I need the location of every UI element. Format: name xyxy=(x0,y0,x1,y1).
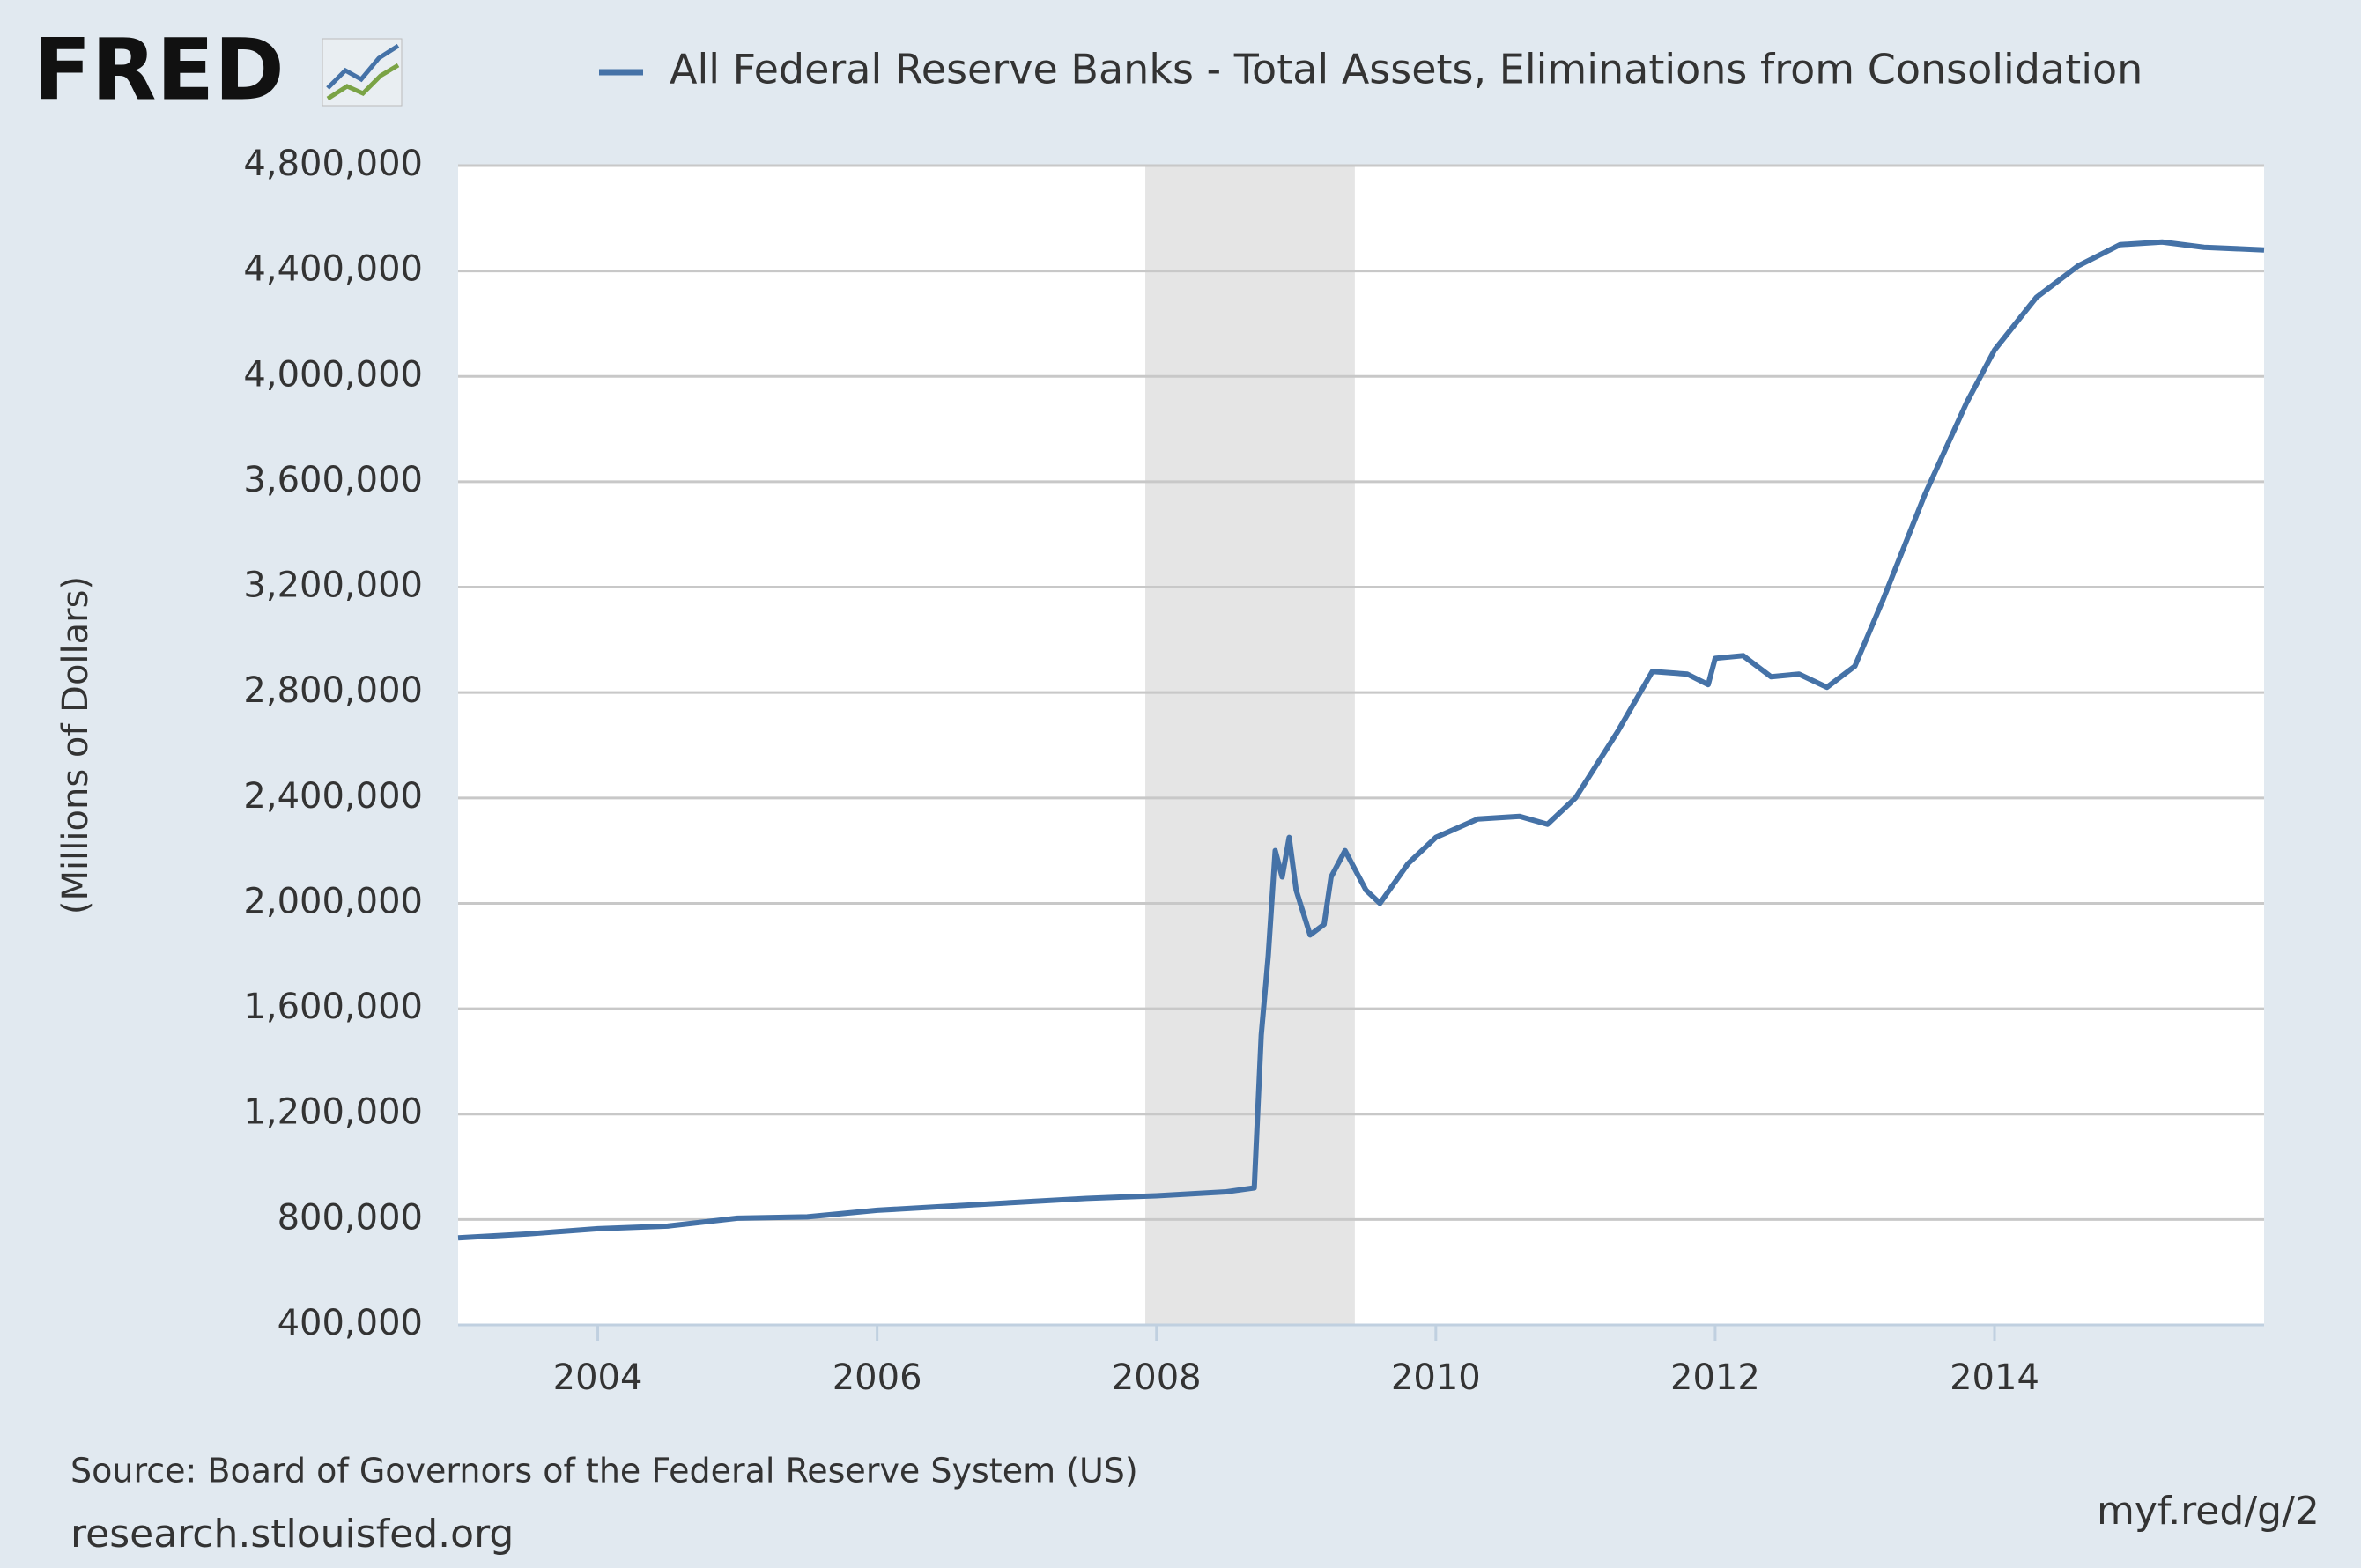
logo: FRED xyxy=(33,20,285,119)
y-tick-label: 4,400,000 xyxy=(243,249,423,290)
short-url: myf.red/g/2 xyxy=(2097,1489,2320,1534)
y-tick-label: 1,200,000 xyxy=(243,1092,423,1133)
x-tick-label: 2004 xyxy=(553,1357,643,1398)
y-tick-label: 3,200,000 xyxy=(243,566,423,606)
y-tick-label: 4,800,000 xyxy=(243,144,423,184)
y-tick-label: 2,400,000 xyxy=(243,776,423,817)
x-tick-label: 2014 xyxy=(1950,1357,2039,1398)
plot-area xyxy=(458,166,2264,1325)
y-tick-label: 2,000,000 xyxy=(243,881,423,921)
url: research.stlouisfed.org xyxy=(70,1512,514,1557)
logo-icon xyxy=(322,38,403,107)
source: Source: Board of Governors of the Federa… xyxy=(70,1452,1138,1490)
line-series xyxy=(457,239,2265,1241)
y-tick-label: 4,000,000 xyxy=(243,354,423,395)
y-tick-label: 3,600,000 xyxy=(243,460,423,500)
y-axis-label: (Millions of Dollars) xyxy=(56,576,96,914)
y-tick-label: 800,000 xyxy=(278,1197,423,1238)
y-tick-label: 2,800,000 xyxy=(243,670,423,711)
recession-band xyxy=(1145,166,1355,1325)
y-tick-label: 1,600,000 xyxy=(243,987,423,1027)
x-tick-label: 2008 xyxy=(1112,1357,1202,1398)
x-tick-label: 2012 xyxy=(1670,1357,1760,1398)
x-tick-label: 2006 xyxy=(833,1357,922,1398)
y-tick-label: 400,000 xyxy=(278,1303,423,1343)
x-tick-label: 2010 xyxy=(1391,1357,1481,1398)
legend-label: All Federal Reserve Banks - Total Assets… xyxy=(670,46,2143,93)
